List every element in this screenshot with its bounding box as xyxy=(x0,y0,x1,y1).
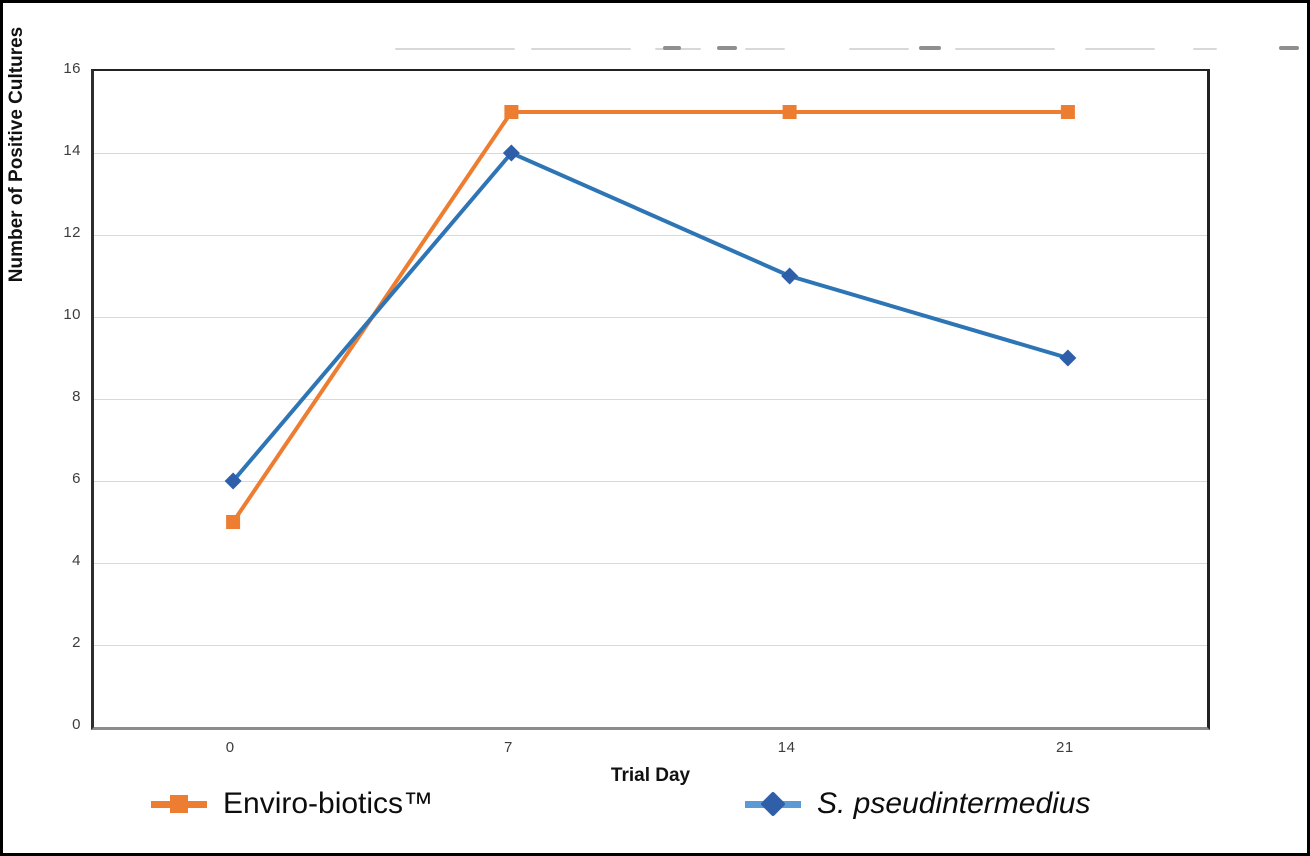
title-smudge xyxy=(1279,46,1299,50)
diamond-data-point-marker xyxy=(224,472,242,490)
title-smudge xyxy=(717,46,737,50)
series-plot xyxy=(224,105,1077,529)
gridline xyxy=(94,644,1207,646)
y-tick-label: 14 xyxy=(63,142,81,159)
title-smudge xyxy=(849,48,909,50)
gridline xyxy=(94,316,1207,318)
y-tick-label: 12 xyxy=(63,224,81,241)
gridline xyxy=(94,562,1207,564)
gridline xyxy=(94,234,1207,236)
legend-item-enviro-biotics: Enviro-biotics™ xyxy=(151,787,433,821)
diamond-data-point-marker xyxy=(502,144,520,162)
x-tick-label: 0 xyxy=(225,739,235,756)
x-tick-label: 21 xyxy=(1056,739,1074,756)
erased-title-remnant xyxy=(3,3,1307,63)
x-tick-label: 14 xyxy=(777,739,796,756)
square-data-point-marker xyxy=(504,105,519,119)
y-tick-label: 16 xyxy=(63,60,81,77)
title-smudge xyxy=(1085,48,1155,50)
title-smudge xyxy=(663,46,681,50)
y-tick-label: 10 xyxy=(63,306,81,323)
x-axis-title: Trial Day xyxy=(610,765,691,786)
y-tick-label: 6 xyxy=(72,470,81,487)
gridline xyxy=(94,152,1207,154)
title-smudge xyxy=(919,46,941,50)
square-data-point-marker xyxy=(226,515,241,529)
gridline xyxy=(94,480,1207,482)
diamond-data-point-marker xyxy=(781,267,799,285)
title-smudge xyxy=(531,48,631,50)
legend-label-s-pseudintermedius: S. pseudintermedius xyxy=(817,787,1091,820)
legend: Enviro-biotics™ S. pseudintermedius xyxy=(3,787,1307,839)
square-marker-icon xyxy=(170,795,188,813)
title-smudge xyxy=(955,48,1055,50)
y-tick-label: 4 xyxy=(72,552,81,569)
plot-area xyxy=(91,69,1210,730)
x-tick-label: 7 xyxy=(503,739,513,756)
y-tick-label: 8 xyxy=(72,388,81,405)
legend-item-s-pseudintermedius: S. pseudintermedius xyxy=(745,787,1091,821)
series-line-0 xyxy=(231,110,1068,524)
diamond-marker-icon xyxy=(760,791,786,817)
square-data-point-marker xyxy=(1060,105,1075,119)
gridline xyxy=(94,398,1207,400)
legend-label-enviro-biotics: Enviro-biotics™ xyxy=(223,787,434,820)
y-tick-label: 2 xyxy=(72,634,81,651)
title-smudge xyxy=(395,48,515,50)
diamond-data-point-marker xyxy=(1059,349,1077,367)
legend-square-marker-icon xyxy=(151,791,207,817)
square-data-point-marker xyxy=(782,105,797,119)
legend-diamond-marker-icon xyxy=(745,791,801,817)
title-smudge xyxy=(1193,48,1217,50)
y-tick-label: 0 xyxy=(72,716,81,733)
series-line-1 xyxy=(231,150,1069,483)
title-smudge xyxy=(745,48,785,50)
